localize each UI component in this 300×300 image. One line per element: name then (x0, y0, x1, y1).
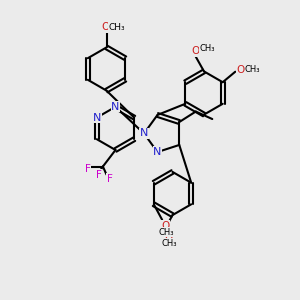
Text: N: N (140, 128, 148, 139)
Text: CH₃: CH₃ (245, 65, 260, 74)
Text: O: O (162, 221, 170, 231)
Text: F: F (96, 169, 102, 180)
Text: CH₃: CH₃ (199, 44, 215, 53)
Text: O: O (101, 22, 109, 32)
Text: CH₃: CH₃ (161, 238, 177, 247)
Text: O: O (237, 64, 245, 75)
Text: F: F (85, 164, 91, 174)
Text: F: F (106, 173, 112, 184)
Text: CH₃: CH₃ (158, 228, 173, 237)
Text: CH₃: CH₃ (108, 22, 125, 32)
Text: O: O (191, 46, 200, 56)
Text: O: O (165, 232, 173, 242)
Text: N: N (111, 102, 120, 112)
Text: N: N (153, 147, 162, 157)
Text: N: N (93, 112, 101, 123)
